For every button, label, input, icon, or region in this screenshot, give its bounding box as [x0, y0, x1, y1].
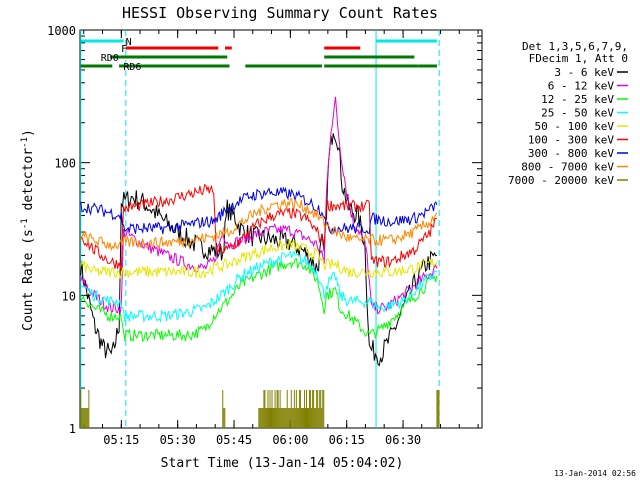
series-lines: [80, 96, 440, 428]
series-line: [80, 250, 438, 324]
y-tick-label: 1000: [47, 24, 76, 38]
legend-entry-label: 12 - 25 keV: [541, 93, 614, 106]
x-tick-label: 05:30: [160, 433, 196, 447]
x-tick-label: 05:45: [216, 433, 252, 447]
footer-date: 13-Jan-2014 02:56: [554, 469, 636, 478]
legend-header-line: FDecim 1, Att 0: [529, 52, 628, 65]
y-label-part-1: -1: [20, 218, 30, 229]
series-line: [80, 96, 438, 315]
flag-label: RD0: [101, 53, 119, 64]
y-tick-label: 100: [54, 157, 76, 171]
legend-entry-label: 7000 - 20000 keV: [508, 174, 614, 187]
axis-ticks: 05:15 05:30 05:45 06:00 06:15 06:30 1 10 100 1000: [47, 24, 482, 447]
chart-title: HESSI Observing Summary Count Rates: [122, 4, 438, 22]
y-axis-label: Count Rate (s-1 detector-1): [20, 129, 36, 331]
series-line: [80, 186, 438, 236]
x-tick-label: 05:15: [103, 433, 139, 447]
x-tick-label: 06:30: [385, 433, 421, 447]
series-line: [80, 197, 438, 252]
legend-entry-label: 300 - 800 keV: [528, 147, 614, 160]
x-axis-label: Start Time (13-Jan-14 05:04:02): [161, 456, 404, 471]
legend-entry-label: 25 - 50 keV: [541, 107, 614, 120]
instrument-state-lines: [80, 30, 440, 428]
legend-entry-label: 50 - 100 keV: [535, 120, 615, 133]
flag-label: RD6: [123, 62, 141, 73]
y-label-part-2: detector: [21, 148, 36, 219]
legend-entry-label: 800 - 7000 keV: [521, 161, 614, 174]
legend-entry-label: 100 - 300 keV: [528, 134, 614, 147]
legend-entry-label: 3 - 6 keV: [554, 66, 614, 79]
y-tick-label: 1: [69, 422, 76, 436]
series-line: [80, 238, 438, 279]
flag-label: N: [126, 37, 132, 48]
y-tick-label: 10: [62, 289, 76, 303]
x-tick-label: 06:00: [272, 433, 308, 447]
y-label-part-0: Count Rate (s: [21, 229, 36, 331]
legend-header-line: Det 1,3,5,6,7,9,: [522, 40, 628, 53]
series-line: [80, 258, 438, 343]
y-label-part-3: -1: [20, 137, 30, 148]
y-label-part-4: ): [21, 129, 36, 137]
legend: Det 1,3,5,6,7,9,FDecim 1, Att 03 - 6 keV…: [508, 40, 628, 187]
x-tick-label: 06:15: [329, 433, 365, 447]
legend-entry-label: 6 - 12 keV: [548, 80, 615, 93]
series-line: [80, 183, 437, 271]
flag-label: F: [121, 44, 127, 55]
